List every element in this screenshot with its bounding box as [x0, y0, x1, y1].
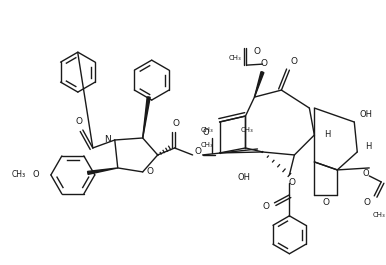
Text: O: O [289, 178, 296, 187]
Text: O: O [75, 117, 82, 126]
Polygon shape [143, 97, 150, 138]
Text: O: O [194, 147, 201, 156]
Text: CH₃: CH₃ [373, 212, 386, 218]
Text: O: O [291, 57, 298, 66]
Text: CH₃: CH₃ [200, 127, 213, 133]
Text: H: H [365, 143, 372, 152]
Text: O: O [363, 169, 369, 178]
Text: CH₃: CH₃ [241, 127, 254, 133]
Text: O: O [263, 202, 270, 211]
Text: O: O [146, 167, 153, 176]
Polygon shape [88, 168, 118, 174]
Text: O: O [32, 170, 39, 179]
Text: CH₃: CH₃ [12, 170, 26, 179]
Text: CH₃: CH₃ [200, 142, 213, 148]
Text: O: O [202, 129, 209, 138]
Text: O: O [364, 198, 371, 207]
Text: OH: OH [238, 173, 251, 182]
Text: CH₃: CH₃ [228, 55, 241, 61]
Text: H: H [324, 130, 331, 139]
Polygon shape [254, 72, 264, 97]
Text: O: O [261, 59, 268, 68]
Text: OH: OH [359, 109, 372, 118]
Text: O: O [322, 198, 329, 207]
Text: O: O [172, 118, 179, 127]
Text: N: N [104, 135, 111, 144]
Text: O: O [254, 47, 261, 56]
